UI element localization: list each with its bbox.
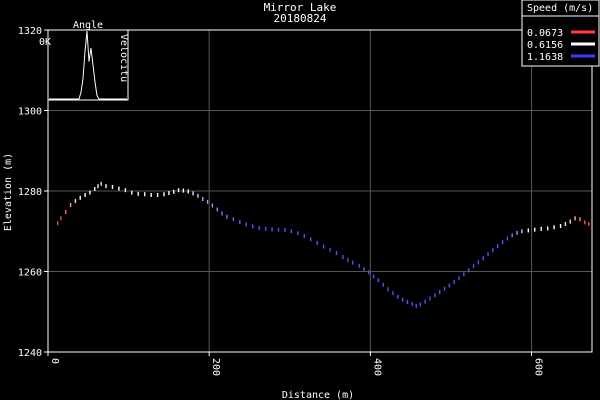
y-axis-label: Elevation (m)	[3, 153, 14, 231]
y-tick-label: 1320	[18, 26, 42, 37]
chart-subtitle: 20180824	[274, 12, 327, 25]
inset-histogram-line	[49, 30, 127, 100]
y-tick-label: 1260	[18, 268, 42, 279]
y-tick-label: 1240	[18, 348, 42, 359]
x-tick-label: 400	[371, 358, 382, 376]
legend-title: Speed (m/s)	[527, 3, 593, 14]
inset-title: Angle	[73, 20, 103, 31]
plot-layer	[56, 181, 590, 309]
legend-entry-label: 1.1638	[527, 52, 563, 63]
legend-entry-label: 0.0673	[527, 28, 563, 39]
inset-frame	[47, 29, 129, 101]
legend-entry-label: 0.6156	[527, 40, 563, 51]
x-axis-label: Distance (m)	[282, 390, 354, 400]
x-tick-label: 0	[49, 358, 60, 364]
inset-left-label: 0K	[39, 37, 51, 48]
chart-title: Mirror Lake	[264, 1, 337, 14]
axis-layer: 1240 1260 1280 1300 1320 0 200 400 600	[18, 26, 593, 376]
inset-right-label: Velocitu	[118, 34, 129, 82]
y-tick-label: 1280	[18, 187, 42, 198]
x-tick-label: 600	[533, 358, 544, 376]
y-tick-label: 1300	[18, 107, 42, 118]
x-tick-label: 200	[210, 358, 221, 376]
inset-panel: Angle 0K Velocitu	[39, 20, 129, 101]
